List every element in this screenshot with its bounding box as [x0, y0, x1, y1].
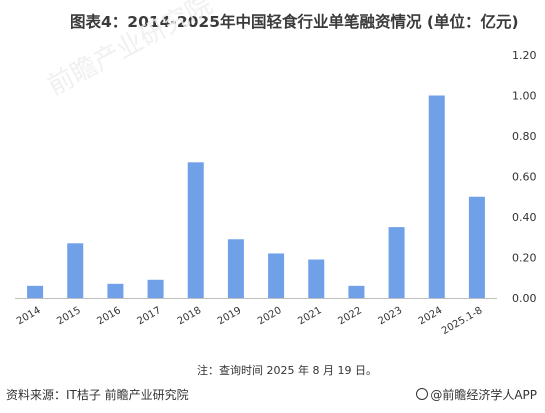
x-tick-label: 2014	[15, 305, 43, 327]
x-tick-label: 2015	[55, 305, 83, 327]
x-tick-label: 2023	[377, 305, 405, 327]
y-axis: 0.00 0.20 0.40 0.60 0.80 1.00 1.20	[512, 49, 537, 305]
y-tick-label: 0.00	[512, 292, 537, 305]
bar-2025.1-8	[468, 196, 485, 298]
chart-title: 图表4：2014-2025年中国轻食行业单笔融资情况 (单位：亿元)	[70, 13, 519, 31]
bar-2017	[147, 279, 164, 298]
x-tick-label: 2025.1-8	[440, 305, 484, 337]
y-tick-label: 1.00	[512, 90, 537, 103]
brand-text: @前瞻经济学人APP	[430, 388, 537, 402]
y-tick-label: 0.60	[512, 171, 537, 184]
x-tick-label: 2018	[176, 305, 204, 327]
bar-2021	[308, 259, 325, 298]
x-tick-label: 2020	[256, 305, 284, 327]
x-tick-label: 2019	[216, 305, 244, 327]
x-tick-label: 2024	[417, 305, 445, 327]
bar-2023	[388, 227, 405, 298]
note-text: 注：查询时间 2025 年 8 月 19 日。	[197, 364, 377, 377]
bar-2014	[27, 285, 44, 298]
bar-2022	[348, 285, 365, 298]
brand-label: @前瞻经济学人APP	[416, 386, 537, 403]
bars-group	[27, 95, 485, 298]
bar-2018	[187, 162, 204, 298]
x-tick-label: 2017	[136, 305, 164, 327]
bar-2015	[67, 243, 84, 298]
source-text: 资料来源：IT桔子 前瞻产业研究院	[6, 388, 189, 402]
x-tick-label: 2016	[95, 305, 123, 327]
bar-2020	[268, 253, 285, 298]
y-tick-label: 0.80	[512, 130, 537, 143]
y-tick-label: 0.20	[512, 252, 537, 265]
y-tick-label: 0.40	[512, 211, 537, 224]
y-tick-label: 1.20	[512, 49, 537, 62]
bar-2019	[227, 239, 244, 298]
x-tick-label: 2022	[336, 305, 364, 327]
x-tick-label: 2021	[296, 305, 324, 327]
brand-icon	[416, 388, 429, 400]
bar-2024	[428, 95, 445, 298]
x-axis: 2014 2015 2016 2017 2018 2019 2020 2021 2022 2023…	[15, 305, 484, 337]
bar-2016	[107, 283, 124, 298]
